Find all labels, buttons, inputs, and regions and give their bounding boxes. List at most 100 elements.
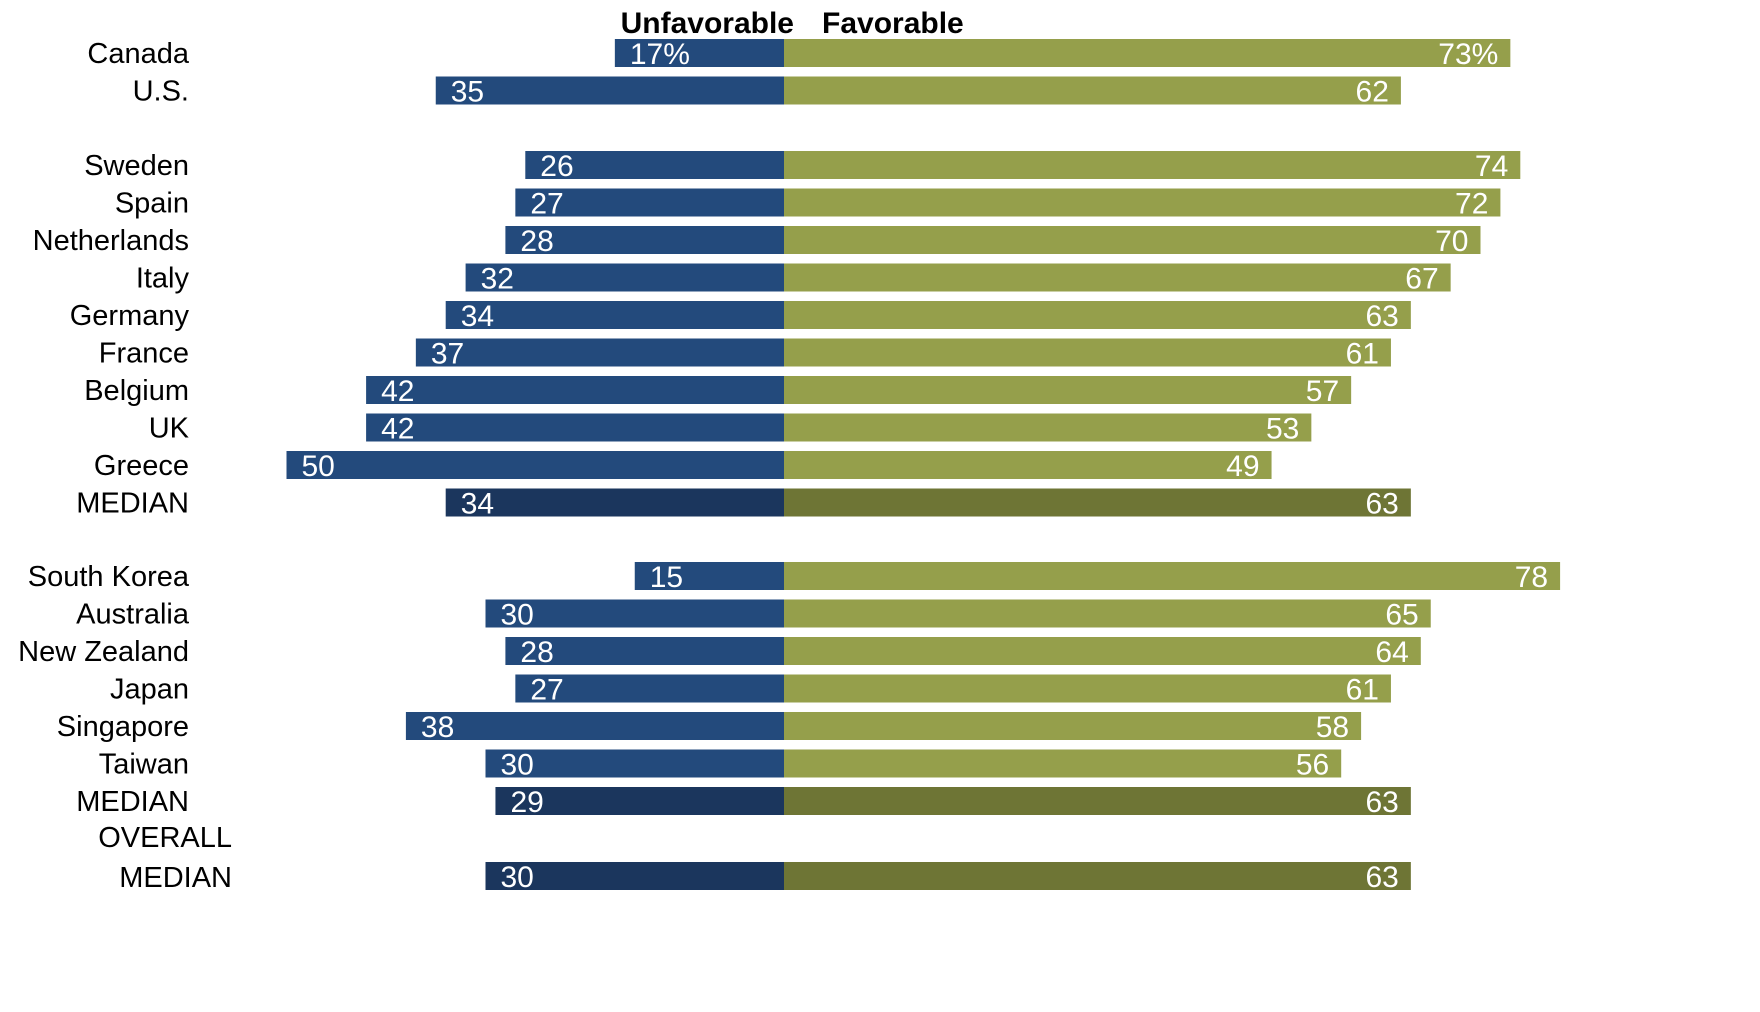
category-label: Netherlands: [33, 225, 189, 257]
favorable-value-label: 61: [1346, 674, 1379, 707]
favorable-bar: [784, 76, 1401, 105]
unfavorable-value-label: 27: [530, 674, 563, 707]
favorable-bar: [784, 338, 1391, 367]
category-label: Greece: [94, 450, 189, 482]
unfavorable-bar: [505, 226, 784, 254]
unfavorable-bar: [366, 413, 784, 442]
unfavorable-value-label: 28: [520, 225, 553, 258]
favorable-value-label: 73%: [1438, 38, 1498, 71]
unfavorable-value-label: 15: [650, 561, 683, 594]
favorable-value-label: 74: [1475, 150, 1508, 183]
unfavorable-bar: [485, 599, 784, 628]
favorable-bar: [784, 562, 1561, 590]
favorable-value-label: 63: [1365, 300, 1398, 333]
unfavorable-bar: [515, 188, 784, 217]
favorable-value-label: 72: [1455, 188, 1488, 221]
favorable-bar: [784, 749, 1342, 778]
unfavorable-bar: [366, 376, 784, 404]
category-label: MEDIAN: [76, 488, 189, 520]
favorable-value-label: 62: [1356, 76, 1389, 109]
category-label: Sweden: [84, 150, 189, 182]
favorable-bar: [784, 488, 1411, 517]
category-label: Taiwan: [99, 749, 189, 781]
unfavorable-bar: [515, 674, 784, 703]
favorable-bar: [784, 787, 1411, 815]
unfavorable-value-label: 28: [520, 636, 553, 669]
unfavorable-value-label: 26: [540, 150, 573, 183]
unfavorable-value-label: 27: [530, 188, 563, 221]
unfavorable-value-label: 32: [481, 263, 514, 296]
category-label: New Zealand: [18, 636, 189, 668]
favorable-bar: [784, 151, 1521, 179]
unfavorable-bar: [415, 338, 784, 367]
favorable-value-label: 61: [1346, 338, 1379, 371]
favorable-value-label: 63: [1365, 488, 1398, 521]
unfavorable-value-label: 30: [501, 749, 534, 782]
favorable-bar: [784, 413, 1312, 442]
favorable-value-label: 78: [1515, 561, 1548, 594]
unfavorable-value-label: 50: [302, 450, 335, 483]
favorable-bar: [784, 39, 1511, 67]
unfavorable-bar: [634, 562, 784, 590]
favorable-bar: [784, 637, 1421, 665]
favorable-bar: [784, 674, 1391, 703]
favorable-value-label: 70: [1435, 225, 1468, 258]
category-label: Italy: [136, 263, 190, 295]
legend-unfavorable: Unfavorable: [621, 7, 794, 40]
favorable-value-label: 53: [1266, 413, 1299, 446]
favorable-value-label: 65: [1385, 599, 1418, 632]
bars-layer: Canada 17% 73% U.S. 35 62 Sweden 26 74 Spain 27 72 N…: [18, 38, 1561, 894]
unfavorable-bar: [495, 787, 784, 815]
favorable-bar: [784, 712, 1362, 740]
unfavorable-value-label: 17%: [630, 38, 690, 71]
favorable-bar: [784, 599, 1431, 628]
category-label: OVERALL MEDIAN: [98, 822, 232, 894]
unfavorable-value-label: 34: [461, 300, 494, 333]
category-label: Japan: [110, 674, 189, 706]
favorable-bar: [784, 301, 1411, 329]
category-label: Spain: [115, 188, 189, 220]
unfavorable-value-label: 29: [510, 786, 543, 819]
favorable-value-label: 56: [1296, 749, 1329, 782]
favorable-value-label: 67: [1405, 263, 1438, 296]
favorable-bar: [784, 451, 1272, 479]
favorable-value-label: 49: [1226, 450, 1259, 483]
unfavorable-value-label: 42: [381, 413, 414, 446]
unfavorable-bar: [485, 862, 784, 890]
unfavorable-value-label: 34: [461, 488, 494, 521]
favorable-value-label: 63: [1365, 786, 1398, 819]
category-label: France: [99, 338, 189, 370]
category-label: South Korea: [28, 561, 190, 593]
unfavorable-value-label: 35: [451, 76, 484, 109]
category-label: Germany: [70, 300, 190, 332]
unfavorable-bar: [525, 151, 784, 179]
favorable-value-label: 64: [1375, 636, 1408, 669]
unfavorable-bar: [445, 488, 784, 517]
category-label: U.S.: [133, 76, 189, 108]
unfavorable-bar: [405, 712, 784, 740]
unfavorable-bar: [505, 637, 784, 665]
favorable-bar: [784, 376, 1352, 404]
unfavorable-value-label: 30: [501, 861, 534, 894]
category-label: Singapore: [57, 711, 189, 743]
category-label-line: MEDIAN: [119, 862, 232, 894]
category-label: Belgium: [84, 375, 189, 407]
category-label: Australia: [76, 599, 190, 631]
category-label: MEDIAN: [76, 786, 189, 818]
favorable-value-label: 57: [1306, 375, 1339, 408]
legend-favorable: Favorable: [822, 7, 964, 40]
category-label-line: OVERALL: [98, 822, 232, 854]
favorable-bar: [784, 226, 1481, 254]
favorable-value-label: 63: [1365, 861, 1398, 894]
favorable-bar: [784, 263, 1451, 292]
unfavorable-value-label: 37: [431, 338, 464, 371]
unfavorable-bar: [614, 39, 784, 67]
unfavorable-value-label: 38: [421, 711, 454, 744]
favorable-value-label: 58: [1316, 711, 1349, 744]
favorable-bar: [784, 188, 1501, 217]
category-label: UK: [149, 413, 190, 445]
favorable-bar: [784, 862, 1411, 890]
unfavorable-value-label: 42: [381, 375, 414, 408]
unfavorable-bar: [435, 76, 784, 105]
